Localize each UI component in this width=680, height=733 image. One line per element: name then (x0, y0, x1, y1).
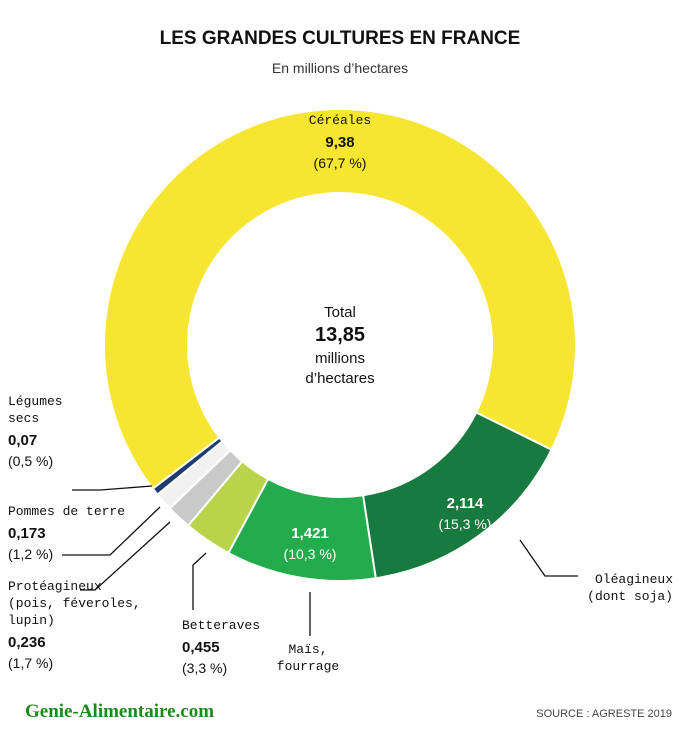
value-label: 0,455 (182, 639, 220, 656)
leader-line (519, 539, 578, 577)
share-label: (15,3 %) (438, 516, 492, 532)
segment-label: Légumes secs 0,07 (0,5 %) (8, 393, 88, 471)
category-label: Pommes de terre (8, 504, 126, 519)
center-unit: millions d’hectares (305, 350, 375, 387)
segment-value: 2,114 (15,3 %) (415, 494, 515, 534)
share-label: (1,7 %) (8, 655, 54, 671)
center-value: 13,85 (314, 324, 366, 346)
category-label: Céréales (308, 113, 372, 128)
category-label: Légumes secs (8, 394, 63, 426)
segment-label: Pommes de terre 0,173 (1,2 %) (8, 503, 158, 564)
category-label: Protéagineux (pois, féveroles, lupin) (8, 579, 141, 628)
donut-segment (151, 436, 224, 496)
value-label: 2,114 (446, 495, 484, 512)
share-label: (10,3 %) (283, 546, 337, 562)
value-label: 0,07 (8, 432, 38, 449)
share-label: (3,3 %) (182, 660, 228, 676)
leader-line (192, 552, 207, 610)
category-label: Oléagineux (dont soja) (587, 572, 673, 604)
chart-subtitle: En millions d’hectares (271, 60, 409, 76)
segment-label: Betteraves 0,455 (3,3 %) (182, 617, 302, 678)
share-label: (0,5 %) (8, 453, 54, 469)
segment-label: Oléagineux (dont soja) (560, 571, 673, 609)
segment-value: 1,421 (10,3 %) (260, 524, 360, 564)
segment-label: Protéagineux (pois, féveroles, lupin) 0,2… (8, 578, 148, 673)
share-label: (1,2 %) (8, 546, 54, 562)
segment-label: Maïs, fourrage (258, 641, 358, 679)
center-title: Total (324, 304, 356, 321)
value-label: 0,173 (8, 525, 46, 542)
value-label: 0,236 (8, 634, 46, 651)
category-label: Maïs, fourrage (276, 642, 340, 674)
value-label: 9,38 (325, 134, 355, 151)
segment-label: Céréales 9,38 (67,7 %) (270, 112, 410, 173)
chart-title: LES GRANDES CULTURES EN FRANCE (159, 28, 521, 49)
category-label: Betteraves (182, 618, 261, 633)
watermark: Genie-Alimentaire.com (25, 701, 215, 722)
value-label: 1,421 (291, 525, 329, 542)
leader-line (72, 485, 153, 491)
donut-segment (103, 108, 577, 491)
share-label: (67,7 %) (313, 155, 367, 171)
source: SOURCE : AGRESTE 2019 (536, 708, 672, 720)
leader-line (80, 521, 171, 591)
leader-line (62, 506, 161, 556)
